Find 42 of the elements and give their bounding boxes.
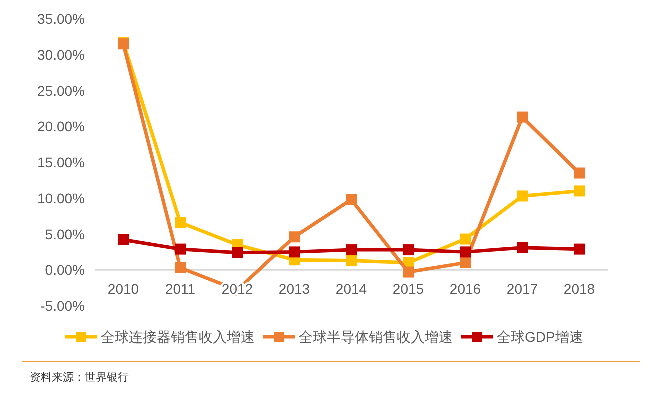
y-tick-label: 30.00% (38, 46, 85, 63)
point (574, 186, 585, 197)
x-tick-label: 2017 (506, 281, 538, 297)
point (289, 232, 300, 243)
y-tick-label: 35.00% (38, 11, 85, 27)
legend-label: 全球连接器销售收入增速 (101, 329, 255, 345)
point (574, 244, 585, 255)
point (403, 266, 414, 278)
x-tick-label: 2011 (165, 281, 196, 297)
y-tick-label: 20.00% (38, 118, 85, 135)
point (346, 194, 357, 206)
point (118, 234, 129, 246)
point (460, 234, 471, 245)
y-tick-label: 15.00% (38, 154, 85, 170)
x-tick-label: 2013 (278, 281, 310, 297)
x-tick-label: 2014 (336, 281, 368, 297)
point (517, 112, 528, 123)
point (175, 262, 186, 274)
point (175, 217, 186, 228)
y-tick-label: 10.00% (38, 190, 85, 206)
point (517, 242, 528, 254)
point (574, 168, 585, 179)
x-tick-label: 2010 (108, 281, 140, 297)
x-tick-label: 2015 (392, 281, 424, 297)
legend-label: 全球半导体销售收入增速 (299, 329, 453, 345)
y-tick-label: 5.00% (45, 226, 85, 242)
point (460, 246, 471, 258)
legend-label: 全球GDP增速 (497, 329, 584, 345)
y-tick-label: -5.00% (40, 298, 85, 314)
point (460, 257, 471, 268)
point (517, 190, 528, 202)
point (289, 246, 300, 258)
text: 资料来源：世界银行 (30, 371, 129, 384)
x-tick-label: 2016 (450, 281, 482, 297)
point (346, 244, 357, 256)
y-tick-label: 0.00% (45, 262, 85, 278)
x-tick-label: 2018 (564, 281, 596, 297)
y-tick-label: 25.00% (38, 82, 85, 99)
point (346, 255, 357, 266)
point (403, 244, 414, 256)
point (175, 244, 186, 255)
point (232, 247, 243, 258)
